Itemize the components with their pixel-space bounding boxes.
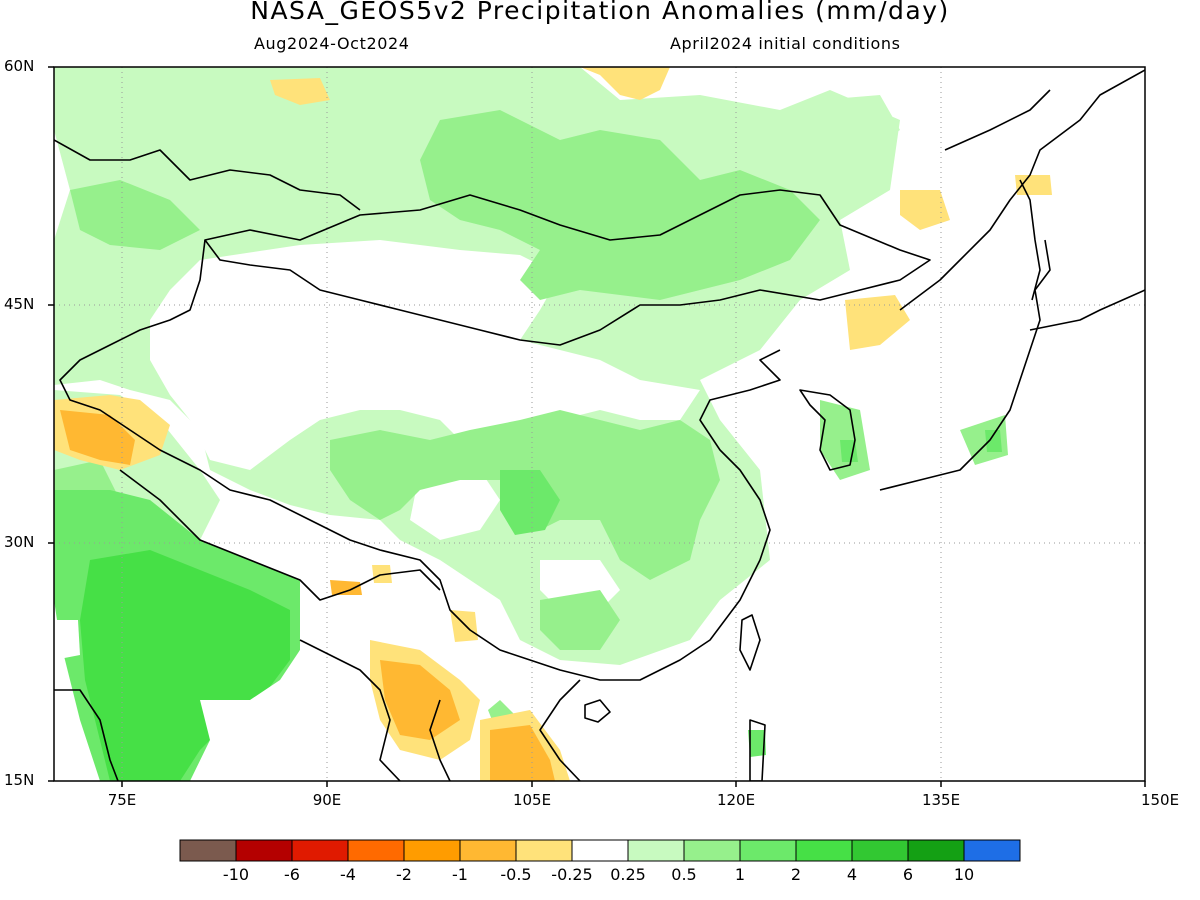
colorbar-label: 1 xyxy=(734,865,746,884)
colorbar-label: -6 xyxy=(284,865,300,884)
lon-label-90e: 90E xyxy=(312,791,342,809)
axis-ticks xyxy=(48,66,1146,787)
grid-lines xyxy=(54,67,1145,781)
colorbar-swatch xyxy=(963,839,1021,862)
colorbar-label: -4 xyxy=(340,865,356,884)
plot-frame xyxy=(53,66,1146,782)
colorbar-label: -2 xyxy=(396,865,412,884)
colorbar-label: 10 xyxy=(953,865,975,884)
colorbar-swatch xyxy=(403,839,461,862)
colorbar-swatch xyxy=(627,839,685,862)
colorbar-swatch xyxy=(235,839,293,862)
colorbar-swatch xyxy=(179,839,237,862)
lat-label-60n: 60N xyxy=(4,57,35,75)
colorbar-swatch xyxy=(683,839,741,862)
colorbar-label: 0.5 xyxy=(671,865,697,884)
anomaly-dry xyxy=(54,67,1052,781)
colorbar xyxy=(179,839,1021,862)
lon-label-75e: 75E xyxy=(107,791,137,809)
lat-label-45n: 45N xyxy=(4,295,35,313)
period-label: Aug2024-Oct2024 xyxy=(254,34,410,53)
coastlines xyxy=(54,69,1145,781)
colorbar-swatch xyxy=(571,839,629,862)
colorbar-label: -0.5 xyxy=(500,865,532,884)
init-label: April2024 initial conditions xyxy=(670,34,901,53)
colorbar-label: 4 xyxy=(846,865,858,884)
colorbar-swatch xyxy=(795,839,853,862)
lon-label-135e: 135E xyxy=(921,791,961,809)
colorbar-swatch xyxy=(739,839,797,862)
colorbar-swatch xyxy=(291,839,349,862)
colorbar-swatch xyxy=(347,839,405,862)
colorbar-swatch xyxy=(515,839,573,862)
colorbar-label: -10 xyxy=(222,865,250,884)
colorbar-swatch xyxy=(851,839,909,862)
lat-label-30n: 30N xyxy=(4,533,35,551)
lon-label-120e: 120E xyxy=(716,791,756,809)
colorbar-swatch xyxy=(459,839,517,862)
lon-label-105e: 105E xyxy=(512,791,552,809)
lat-label-15n: 15N xyxy=(4,771,35,789)
map-title: NASA_GEOS5v2 Precipitation Anomalies (mm… xyxy=(250,0,950,25)
colorbar-label: 6 xyxy=(902,865,914,884)
anomaly-neutral-west-india xyxy=(54,620,300,781)
colorbar-label: 2 xyxy=(790,865,802,884)
colorbar-label: 0.25 xyxy=(610,865,646,884)
colorbar-swatch xyxy=(907,839,965,862)
colorbar-label: -0.25 xyxy=(551,865,593,884)
colorbar-label: -1 xyxy=(452,865,468,884)
lon-label-150e: 150E xyxy=(1140,791,1180,809)
